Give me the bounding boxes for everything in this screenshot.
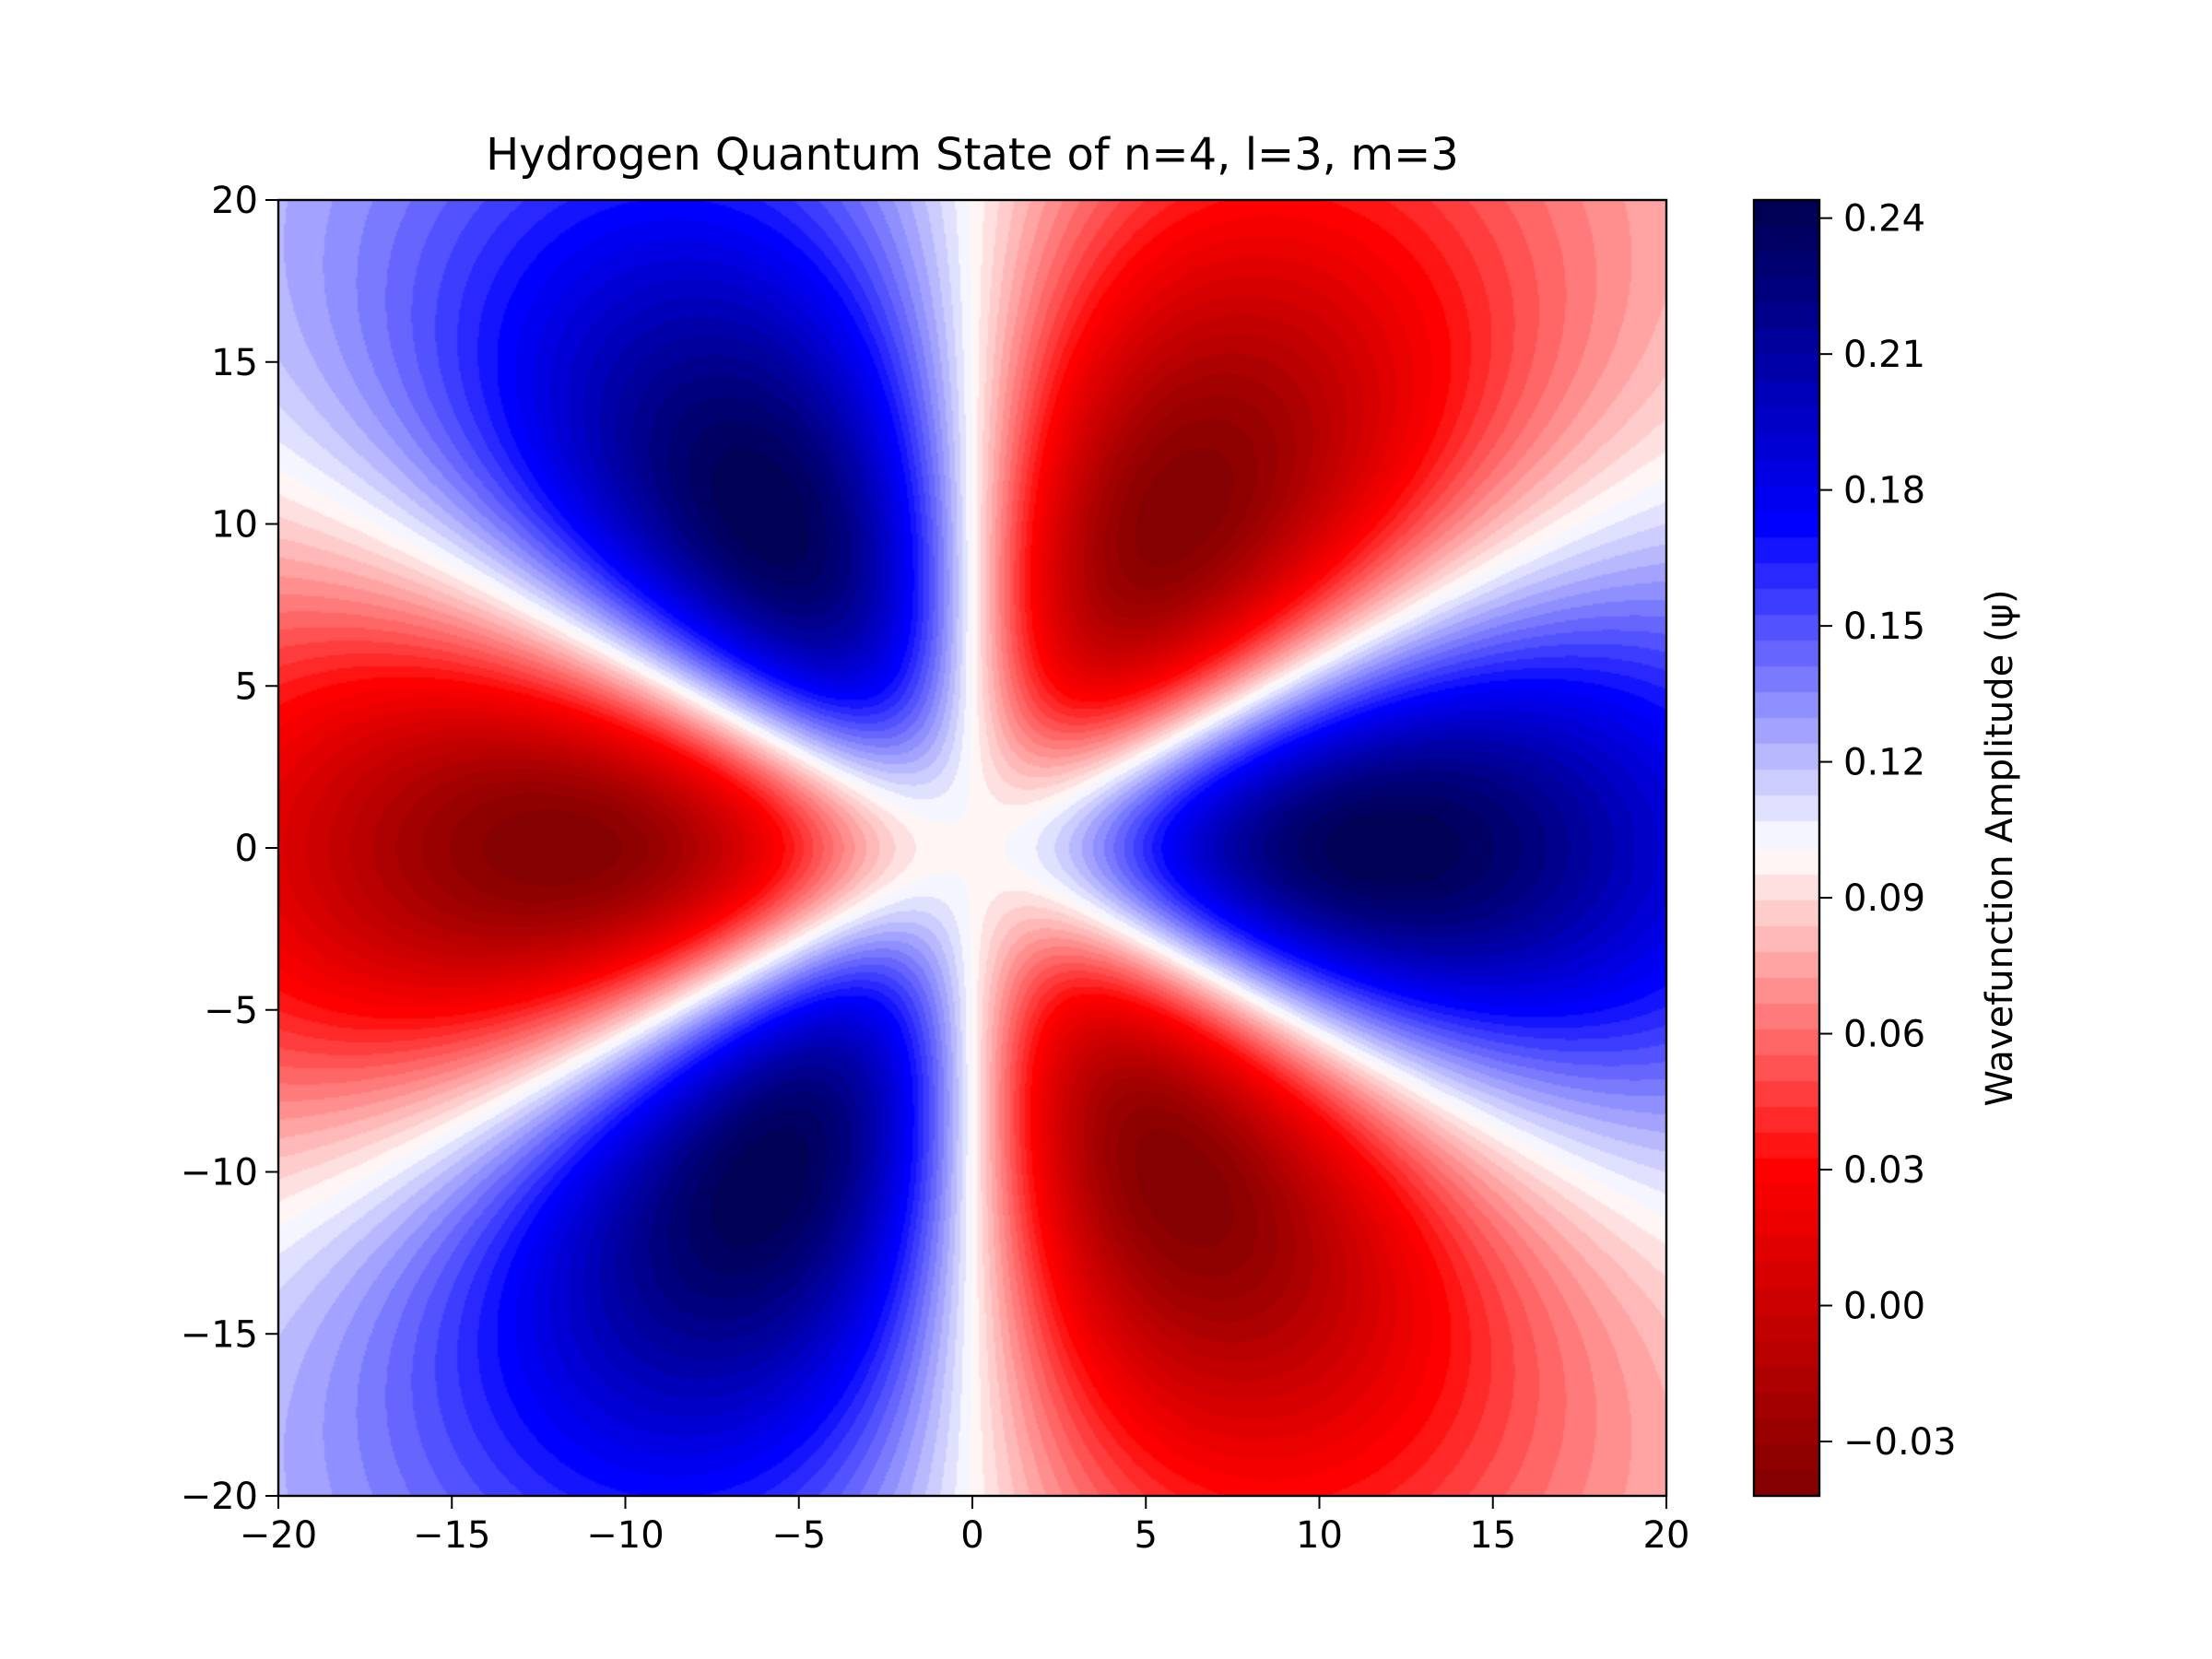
x-tick-label: −20 bbox=[240, 1514, 317, 1557]
y-tick-label: 5 bbox=[235, 665, 258, 708]
x-tick-label: 10 bbox=[1296, 1514, 1343, 1557]
heatmap-field bbox=[278, 200, 1666, 1496]
colorbar-tick-label: 0.21 bbox=[1843, 334, 1925, 376]
colorbar-axis: −0.03 0.00 0.03 0.06 0.09 0.12 0.15 0.18 0.21 0.2… bbox=[1819, 198, 1957, 1464]
y-tick-label: 20 bbox=[211, 180, 258, 222]
colorbar-gradient bbox=[1754, 200, 1819, 1496]
x-tick-label: −5 bbox=[771, 1514, 826, 1557]
y-tick-label: −5 bbox=[204, 990, 258, 1032]
x-tick-label: 20 bbox=[1643, 1514, 1690, 1557]
y-tick-label: 10 bbox=[211, 504, 258, 547]
plot-frame bbox=[276, 198, 1668, 1498]
colorbar-tick-label: −0.03 bbox=[1843, 1421, 1957, 1464]
x-tick-label: 15 bbox=[1469, 1514, 1516, 1557]
colorbar-tick-label: 0.18 bbox=[1843, 470, 1925, 512]
x-tick-label: −15 bbox=[413, 1514, 490, 1557]
colorbar-tick-label: 0.12 bbox=[1843, 742, 1925, 784]
colorbar-tick-label: 0.15 bbox=[1843, 606, 1925, 648]
colorbar-tick-label: 0.03 bbox=[1843, 1149, 1925, 1192]
colorbar-tick-label: 0.09 bbox=[1843, 877, 1925, 920]
colorbar-tick-label: 0.00 bbox=[1843, 1286, 1925, 1328]
x-tick-label: 0 bbox=[960, 1514, 983, 1557]
colorbar-tick-label: 0.24 bbox=[1843, 198, 1925, 241]
y-axis: −20 −15 −10 −5 0 5 10 15 20 bbox=[181, 180, 278, 1518]
colorbar-label: Wavefunction Amplitude (ψ) bbox=[1979, 589, 2021, 1106]
y-tick-label: −20 bbox=[181, 1476, 258, 1518]
chart-title: Hydrogen Quantum State of n=4, l=3, m=3 bbox=[486, 129, 1459, 181]
y-tick-label: 0 bbox=[235, 828, 258, 870]
x-axis: −20 −15 −10 −5 0 5 10 15 20 bbox=[240, 1496, 1690, 1557]
y-tick-label: 15 bbox=[211, 342, 258, 384]
colorbar-tick-label: 0.06 bbox=[1843, 1014, 1925, 1056]
y-tick-label: −15 bbox=[181, 1313, 258, 1356]
colorbar-frame bbox=[1752, 198, 1821, 1498]
y-tick-label: −10 bbox=[181, 1152, 258, 1194]
x-tick-label: 5 bbox=[1135, 1514, 1158, 1557]
x-tick-label: −10 bbox=[586, 1514, 664, 1557]
